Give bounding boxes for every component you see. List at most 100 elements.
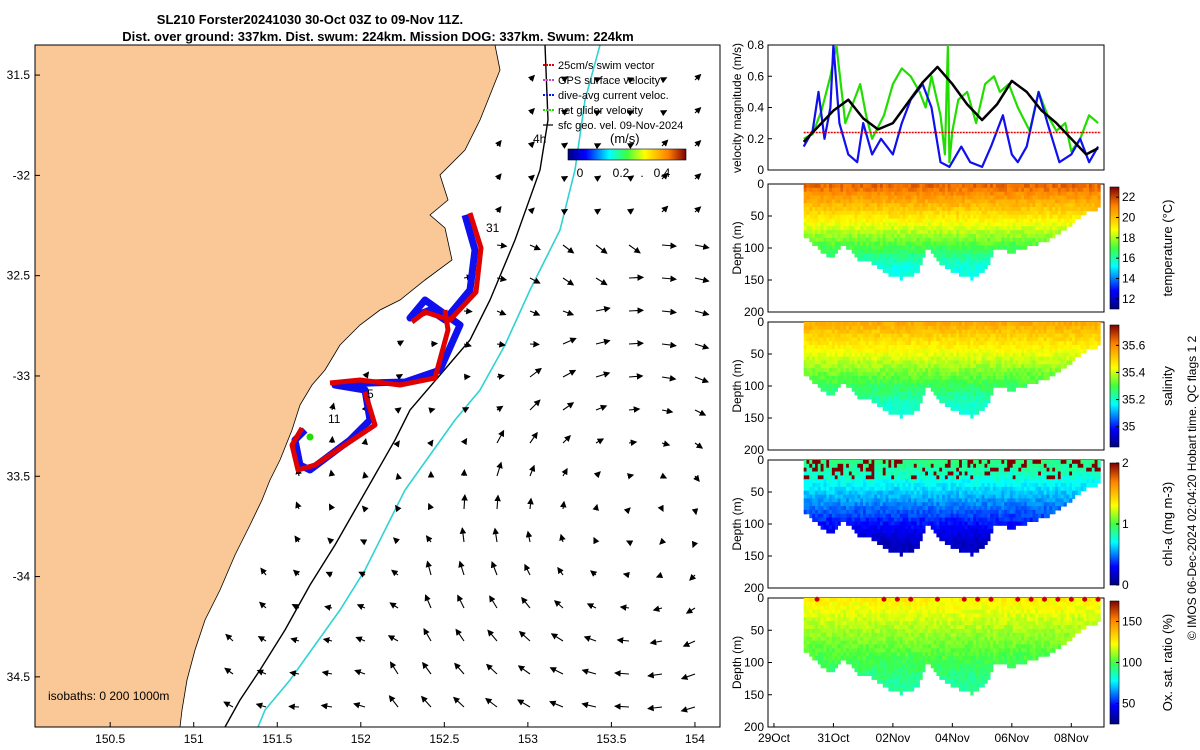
- section-cell: [874, 348, 878, 354]
- section-cell: [823, 329, 827, 335]
- section-cell: [868, 509, 872, 515]
- section-cell: [967, 375, 971, 381]
- section-cell: [953, 329, 957, 335]
- section-cell: [863, 337, 867, 342]
- colorbar-tick-label: 35: [1122, 420, 1136, 434]
- section-cell: [905, 506, 909, 511]
- section-cell: [908, 410, 912, 415]
- velocity-arrow: [295, 501, 302, 510]
- section-cell: [928, 245, 932, 250]
- section-cell: [891, 395, 895, 400]
- section-cell: [837, 325, 841, 331]
- section-cell: [1029, 352, 1033, 358]
- section-cell: [1035, 218, 1039, 223]
- section-cell: [829, 245, 833, 250]
- velocity-arrow: [394, 407, 402, 414]
- section-cell: [882, 253, 886, 258]
- section-cell: [1066, 214, 1070, 220]
- velocity-arrow: [628, 340, 644, 347]
- section-cell: [880, 356, 884, 361]
- section-cell: [936, 237, 940, 243]
- section-cell: [843, 207, 847, 212]
- section-cell: [882, 395, 886, 400]
- section-cell: [973, 257, 977, 262]
- velocity-arrow: [358, 571, 366, 578]
- section-cell: [823, 513, 827, 519]
- section-cell: [806, 467, 810, 473]
- section-cell: [1074, 199, 1079, 204]
- section-cell: [933, 241, 937, 246]
- section-cell: [922, 483, 926, 488]
- section-cell: [877, 214, 881, 220]
- section-cell: [947, 233, 951, 239]
- section-cell: [840, 364, 844, 369]
- section-cell: [1083, 195, 1087, 200]
- section-cell: [885, 406, 889, 411]
- section-cell: [1038, 214, 1042, 220]
- section-cell: [812, 368, 816, 373]
- section-cell: [871, 379, 875, 384]
- section-cell: [880, 506, 884, 511]
- section-cell: [1086, 195, 1090, 200]
- section-cell: [911, 387, 915, 392]
- section-cell: [1055, 325, 1059, 331]
- velocity-arrow: [685, 607, 696, 614]
- section-cell: [896, 395, 901, 400]
- section-cell: [877, 502, 881, 507]
- section-cell: [995, 364, 999, 369]
- section-cell: [885, 345, 889, 350]
- section-cell: [837, 490, 841, 496]
- section-cell: [877, 402, 881, 407]
- section-cell: [978, 348, 982, 354]
- section-cell: [1052, 226, 1056, 231]
- section-cell: [899, 529, 903, 534]
- section-cell: [1049, 233, 1053, 239]
- section-cell: [863, 187, 867, 193]
- section-cell: [829, 364, 833, 369]
- section-cell: [930, 191, 934, 197]
- section-cell: [829, 345, 833, 350]
- section-cell: [1066, 210, 1070, 216]
- section-cell: [812, 345, 816, 350]
- section-cell: [956, 337, 960, 342]
- section-cell: [843, 191, 847, 197]
- section-cell: [970, 199, 974, 204]
- section-cell: [840, 230, 844, 235]
- section-cell: [981, 241, 985, 246]
- section-cell: [1018, 199, 1022, 204]
- section-cell: [919, 513, 923, 519]
- section-cell: [928, 379, 932, 384]
- section-cell: [959, 207, 963, 212]
- section-cell: [916, 509, 920, 515]
- section-cell: [899, 368, 903, 373]
- section-cell: [992, 210, 997, 216]
- section-cell: [851, 348, 855, 354]
- section-cell: [894, 536, 898, 542]
- section-cell: [863, 502, 867, 507]
- section-cell: [908, 333, 912, 338]
- section-cell: [939, 241, 943, 246]
- section-cell: [843, 502, 847, 507]
- section-cell: [834, 329, 838, 335]
- section-cell: [973, 379, 977, 384]
- section-cell: [930, 352, 934, 358]
- section-cell: [1080, 187, 1084, 193]
- section-cell: [815, 498, 819, 503]
- section-cell: [888, 502, 892, 507]
- section-cell: [973, 406, 977, 411]
- section-cell: [882, 214, 886, 220]
- section-cell: [1018, 375, 1022, 381]
- section-cell: [1024, 184, 1028, 189]
- section-cell: [1001, 371, 1005, 377]
- section-cell: [857, 191, 861, 197]
- section-cell: [882, 230, 886, 235]
- section-cell: [896, 233, 901, 239]
- section-cell: [874, 479, 878, 484]
- section-cell: [894, 210, 898, 216]
- map-cbar-tick-1: .: [598, 166, 601, 180]
- section-cell: [1055, 356, 1059, 361]
- section-cell: [1046, 207, 1050, 212]
- section-cell: [877, 395, 881, 400]
- section-cell: [939, 214, 943, 220]
- section-cell: [1052, 230, 1056, 235]
